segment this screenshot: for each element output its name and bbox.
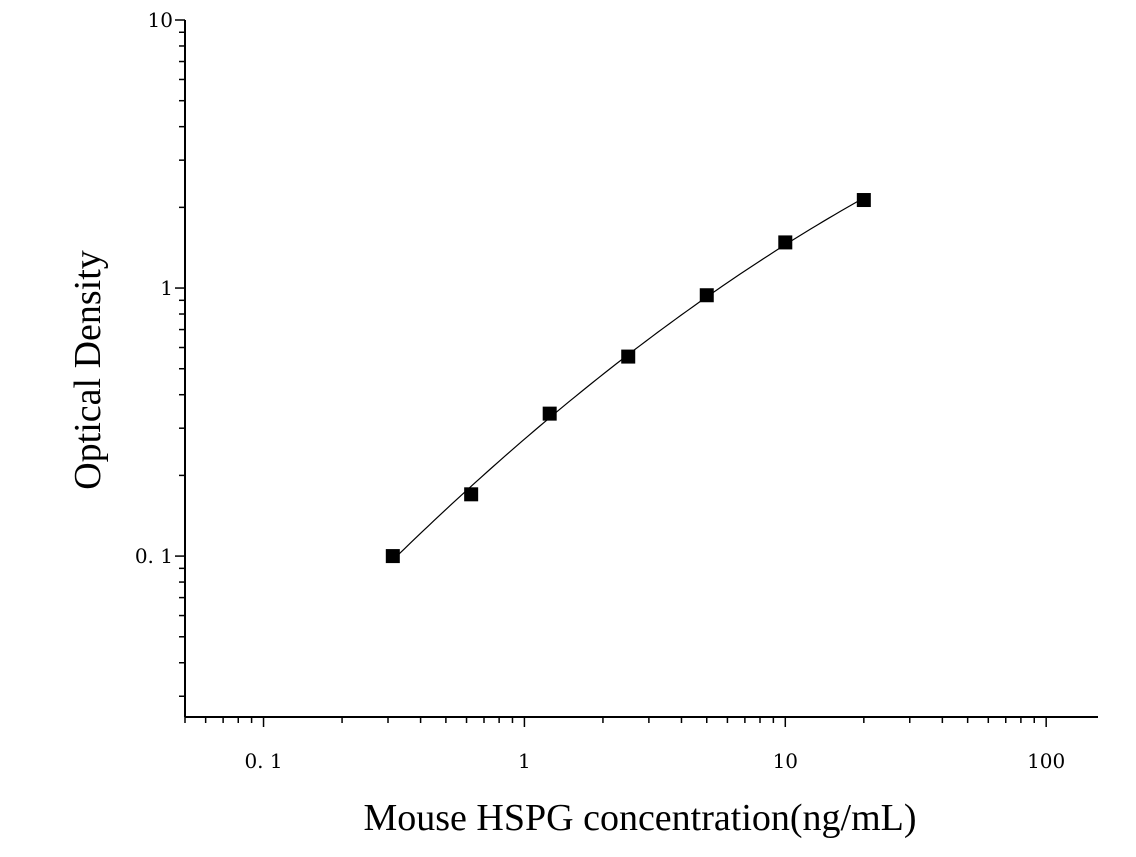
axes [184,20,1098,718]
y-tick-label: 0. 1 [135,544,173,568]
data-point [385,549,400,564]
tick-labels: 0. 1 1 10 100 0. 1 1 10 [135,8,1065,773]
x-tick-label: 10 [773,749,798,773]
data-point [621,349,636,364]
y-axis-label: Optical Density [67,250,109,490]
fit-curve [392,197,865,561]
y-tick-label: 10 [148,8,173,32]
data-point [542,406,557,421]
data-point [778,235,793,250]
data-point [856,193,871,208]
x-axis-label: Mouse HSPG concentration(ng/mL) [363,797,916,839]
y-tick-label: 1 [160,276,173,300]
tick-marks [175,19,1047,727]
x-tick-label: 1 [518,749,531,773]
x-tick-label: 100 [1027,749,1065,773]
data-point [699,288,714,303]
x-tick-label: 0. 1 [244,749,282,773]
data-point [464,487,479,502]
data-points [385,193,871,564]
